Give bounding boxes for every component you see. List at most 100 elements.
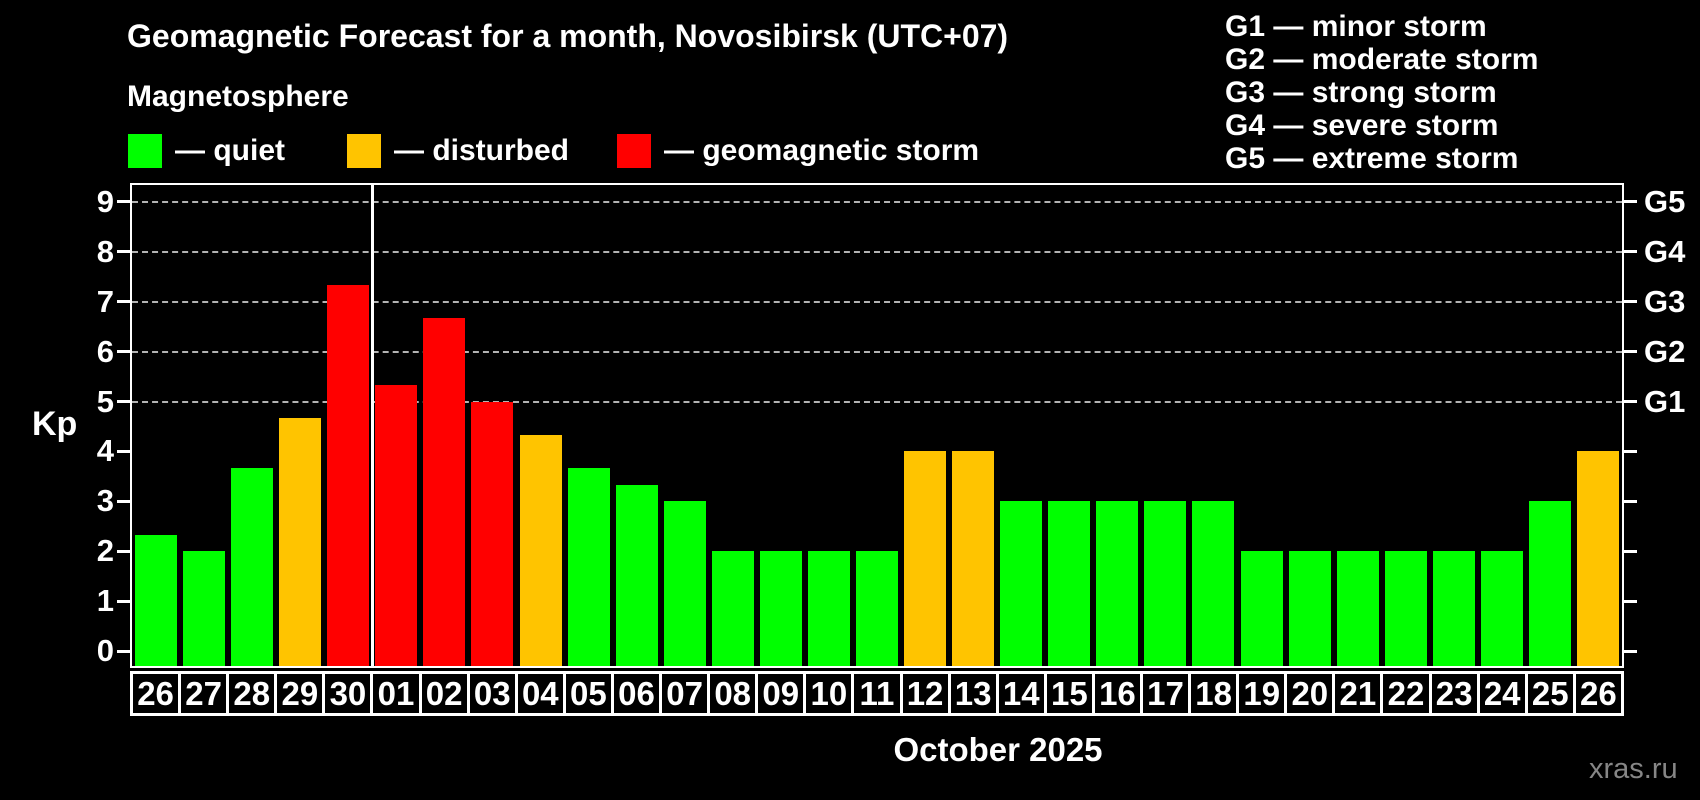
bar-day-01 — [375, 385, 418, 666]
gridline-kp8 — [132, 250, 1622, 253]
bar-day-07 — [663, 501, 706, 666]
bar-day-15 — [1048, 501, 1091, 666]
date-label-11-07: 07 — [659, 671, 711, 716]
x-axis-date-row: 26 27 28 29 30 01 02 03 04 05 06 07 08 09 10 11 12 13 14 15… — [130, 671, 1624, 716]
y-axis-tick-left-2 — [117, 549, 130, 553]
bar-day-26 — [1576, 451, 1619, 666]
bar-day-28 — [231, 467, 274, 666]
bar-day-14 — [1000, 501, 1043, 666]
legend-label-quiet: — quiet — [175, 134, 285, 167]
right-axis-label-G2: G2 — [1644, 333, 1686, 369]
y-axis-tick-right-0 — [1624, 649, 1637, 653]
y-axis-ticklabel-4: 4 — [96, 433, 114, 469]
date-label-4-30: 30 — [322, 671, 374, 716]
date-label-19-15: 15 — [1043, 671, 1095, 716]
bar-day-10 — [807, 551, 850, 666]
bar-day-29 — [279, 417, 322, 666]
date-label-25-21: 21 — [1332, 671, 1384, 716]
chart-subtitle: Magnetosphere — [127, 80, 349, 113]
bar-day-26 — [135, 534, 178, 666]
y-axis-ticklabel-0: 0 — [96, 633, 114, 668]
y-axis-tick-right-2 — [1624, 549, 1637, 553]
date-label-5-01: 01 — [370, 671, 422, 716]
disturbed-swatch — [347, 134, 381, 168]
y-axis-tick-right-8 — [1624, 250, 1637, 254]
y-axis-ticklabel-8: 8 — [96, 233, 114, 269]
right-axis-label-G3: G3 — [1644, 283, 1686, 319]
g-scale-legend: G1 — minor storm G2 — moderate storm G3 — … — [1225, 10, 1538, 175]
bar-day-21 — [1336, 551, 1379, 666]
date-label-18-14: 14 — [995, 671, 1047, 716]
bar-day-02 — [423, 318, 466, 666]
bar-day-09 — [759, 551, 802, 666]
y-axis-tick-left-3 — [117, 499, 130, 503]
y-axis-ticklabel-6: 6 — [96, 333, 114, 369]
date-label-6-02: 02 — [418, 671, 470, 716]
y-axis-tick-right-6 — [1624, 350, 1637, 354]
date-label-23-19: 19 — [1236, 671, 1288, 716]
chart-title: Geomagnetic Forecast for a month, Novosi… — [127, 18, 1009, 54]
bar-day-20 — [1288, 551, 1331, 666]
bar-day-24 — [1480, 551, 1523, 666]
date-label-22-18: 18 — [1188, 671, 1240, 716]
y-axis-tick-right-7 — [1624, 300, 1637, 304]
y-axis-ticklabel-7: 7 — [96, 283, 114, 319]
date-label-30-26: 26 — [1572, 671, 1624, 716]
bar-day-08 — [711, 551, 754, 666]
y-axis-tick-left-0 — [117, 649, 130, 653]
bar-day-12 — [904, 451, 947, 666]
g-legend-row-1: G1 — minor storm — [1225, 10, 1487, 43]
date-label-0-26: 26 — [130, 671, 182, 716]
date-label-3-29: 29 — [274, 671, 326, 716]
x-axis-month-label: October 2025 — [893, 731, 1103, 768]
legend-item-disturbed: — disturbed — [347, 133, 569, 169]
date-label-15-11: 11 — [851, 671, 903, 716]
date-label-24-20: 20 — [1284, 671, 1336, 716]
date-label-8-04: 04 — [514, 671, 566, 716]
y-axis-tick-right-5 — [1624, 400, 1637, 403]
date-label-14-10: 10 — [803, 671, 855, 716]
g-legend-row-2: G2 — moderate storm — [1225, 43, 1539, 76]
right-axis-label-G5: G5 — [1644, 183, 1686, 219]
y-axis-tick-right-4 — [1624, 449, 1637, 453]
y-axis-ticklabel-2: 2 — [96, 533, 114, 569]
y-axis-tick-left-5 — [117, 400, 130, 403]
month-separator-line — [370, 185, 374, 666]
date-label-16-12: 12 — [899, 671, 951, 716]
date-label-10-06: 06 — [610, 671, 663, 716]
date-label-29-25: 25 — [1524, 671, 1576, 716]
y-axis-tick-left-7 — [117, 300, 130, 304]
y-axis-tick-left-1 — [117, 599, 130, 603]
date-label-9-05: 05 — [562, 671, 614, 716]
date-label-20-16: 16 — [1091, 671, 1143, 716]
right-axis-label-G4: G4 — [1644, 233, 1686, 269]
date-label-2-28: 28 — [226, 671, 278, 716]
legend-label-storm: — geomagnetic storm — [664, 134, 980, 167]
right-axis-label-G1: G1 — [1644, 383, 1686, 419]
y-axis-ticklabel-1: 1 — [96, 583, 114, 619]
y-axis-tick-left-4 — [117, 449, 130, 453]
bar-day-04 — [519, 434, 562, 666]
y-axis-tick-left-8 — [117, 250, 130, 254]
bar-day-06 — [615, 484, 658, 666]
plot-border — [130, 183, 1624, 668]
bar-day-30 — [327, 285, 370, 666]
y-axis-ticklabel-9: 9 — [96, 183, 114, 219]
y-axis-label: Kp — [32, 405, 78, 443]
bar-day-05 — [567, 467, 610, 666]
date-label-17-13: 13 — [947, 671, 999, 716]
g-legend-row-3: G3 — strong storm — [1225, 76, 1497, 109]
g-legend-row-5: G5 — extreme storm — [1225, 142, 1519, 175]
gridline-kp7 — [132, 300, 1622, 303]
bar-day-25 — [1528, 501, 1571, 666]
storm-swatch — [617, 134, 651, 168]
date-label-1-27: 27 — [178, 671, 230, 716]
bar-day-23 — [1432, 551, 1475, 666]
bar-day-19 — [1240, 551, 1283, 666]
date-label-12-08: 08 — [707, 671, 759, 716]
y-axis-tick-left-6 — [117, 350, 130, 354]
bar-day-03 — [471, 401, 514, 666]
date-label-21-17: 17 — [1139, 671, 1192, 716]
